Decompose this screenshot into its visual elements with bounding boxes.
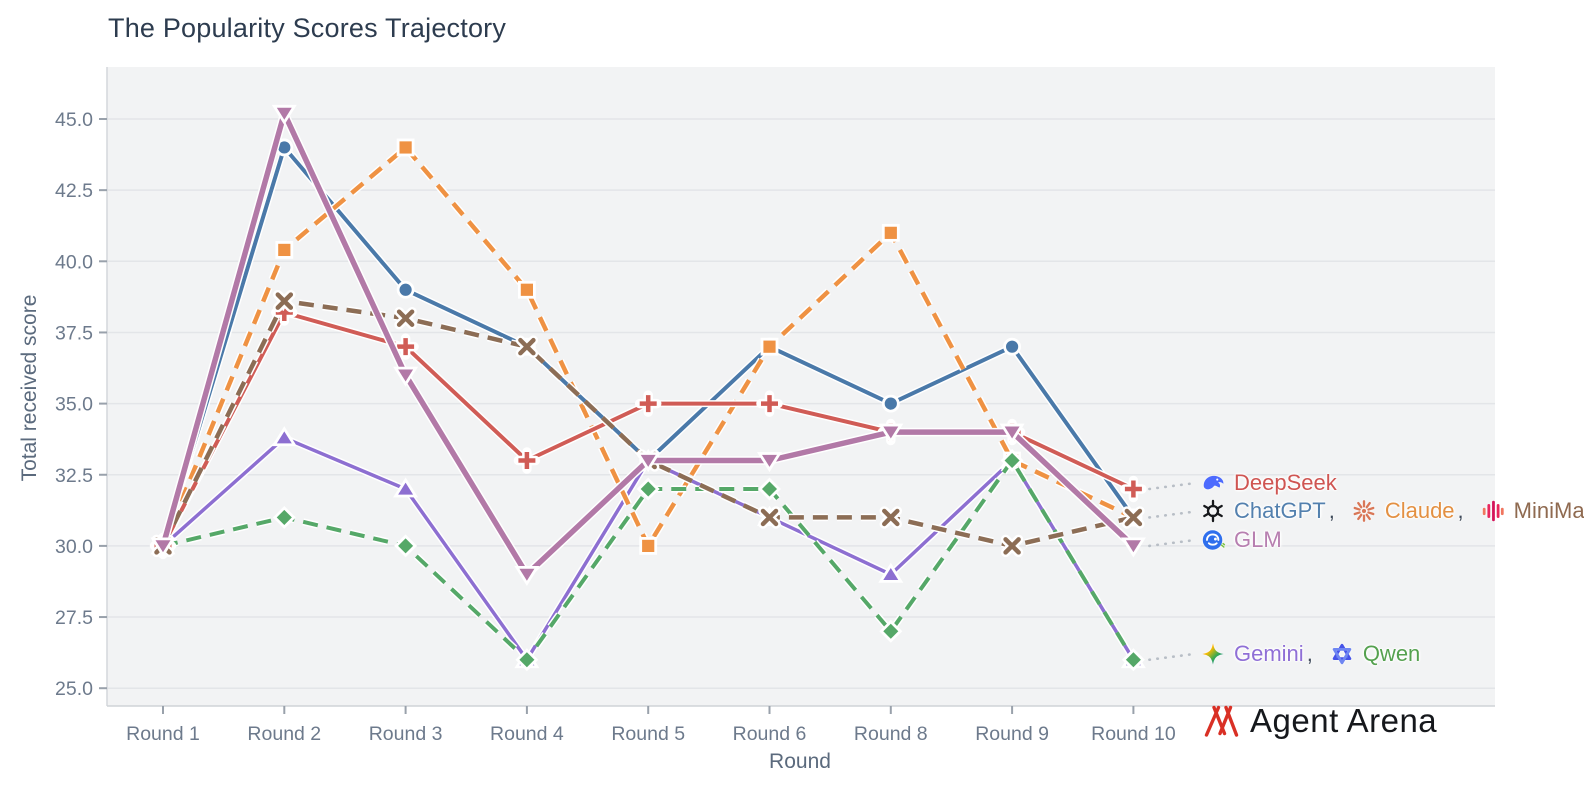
marker-square [639, 537, 658, 555]
x-axis-title: Round [769, 750, 831, 773]
marker-x [1124, 508, 1143, 527]
marker-triangle-down [271, 104, 297, 125]
marker-triangle-down [150, 537, 176, 558]
marker-diamond [636, 477, 660, 501]
leader-line [1148, 652, 1198, 662]
plot-background [107, 67, 1495, 706]
y-axis: 25.0 27.5 30.0 32.5 35.0 37.5 40.0 42.5 45.0 [55, 109, 107, 700]
marker-x [275, 292, 294, 310]
y-axis-title: Total received score [18, 294, 41, 482]
marker-diamond [394, 534, 418, 558]
agent-arena-logo: Agent Arena [1202, 702, 1437, 740]
leader-line [1148, 538, 1198, 548]
x-tick-label: Round 5 [611, 723, 685, 745]
marker-circle [881, 394, 900, 413]
agent-arena-m-icon [1202, 704, 1240, 738]
x-tick-label: Round 4 [490, 723, 564, 745]
marker-diamond [1000, 449, 1024, 472]
marker-x [396, 309, 415, 327]
x-tick-label: Round 1 [126, 723, 200, 745]
marker-plus [518, 452, 536, 470]
x-tick-label: Round 3 [369, 723, 443, 745]
y-tick-label: 32.5 [55, 465, 93, 487]
y-tick-label: 27.5 [55, 607, 93, 629]
y-tick-label: 45.0 [55, 109, 93, 131]
marker-diamond [758, 477, 781, 501]
marker-circle [1003, 337, 1021, 356]
marker-triangle-up [878, 562, 904, 583]
marker-square [760, 337, 779, 356]
x-tick-label: Round 6 [733, 723, 807, 745]
marker-triangle-up [393, 477, 419, 498]
marker-x [760, 508, 779, 527]
marker-triangle-down [1120, 537, 1146, 558]
series-glm [150, 104, 1146, 587]
x-axis: Round 1 Round 2 Round 3 Round 4 Round 5 Round… [126, 706, 1176, 745]
marker-plus [761, 395, 778, 413]
agent-arena-logo-text: Agent Arena [1250, 702, 1438, 739]
marker-diamond [879, 619, 903, 643]
series-qwen [151, 449, 1145, 672]
marker-x [882, 508, 900, 527]
y-tick-label: 25.0 [55, 678, 93, 700]
y-tick-label: 30.0 [55, 536, 93, 558]
y-tick-label: 35.0 [55, 394, 93, 416]
gridlines [107, 118, 1495, 689]
marker-diamond [515, 648, 539, 672]
marker-square [396, 138, 415, 157]
x-tick-label: Round 9 [975, 723, 1049, 745]
marker-triangle-down [514, 565, 540, 587]
series-claude [154, 138, 1143, 555]
legend-leader-lines [1148, 481, 1198, 662]
marker-square [518, 280, 536, 299]
marker-square [881, 223, 900, 242]
y-tick-label: 37.5 [55, 322, 93, 344]
leader-line [1148, 481, 1198, 491]
x-tick-label: Round 2 [247, 723, 321, 745]
y-tick-label: 42.5 [55, 180, 93, 202]
marker-circle [396, 280, 415, 299]
marker-triangle-up [271, 426, 297, 447]
marker-plus [639, 395, 657, 413]
marker-diamond [1121, 648, 1145, 672]
marker-triangle-down [999, 423, 1025, 444]
x-tick-label: Round 10 [1091, 723, 1176, 745]
marker-plus [397, 338, 415, 356]
marker-x [518, 337, 536, 356]
marker-square [275, 241, 294, 259]
marker-triangle-down [635, 452, 661, 473]
marker-x [1003, 537, 1021, 555]
marker-diamond [272, 505, 296, 529]
leader-line [1148, 510, 1198, 519]
y-tick-label: 40.0 [55, 251, 93, 273]
chart-title: The Popularity Scores Trajectory [108, 13, 507, 43]
x-tick-label: Round 8 [854, 723, 928, 745]
marker-triangle-down [878, 423, 904, 444]
marker-triangle-down [393, 366, 419, 387]
marker-plus [1124, 480, 1142, 498]
marker-triangle-down [756, 452, 783, 473]
